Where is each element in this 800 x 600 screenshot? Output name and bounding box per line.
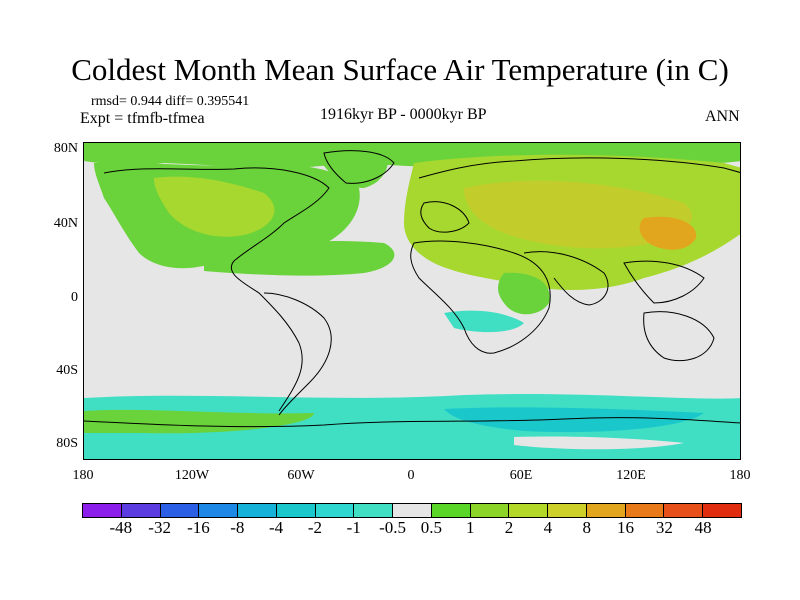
- colorbar-bin: [470, 504, 510, 517]
- colorbar-label: 4: [543, 518, 553, 537]
- colorbar-label: 1: [465, 518, 475, 537]
- colorbar-bin: [276, 504, 316, 517]
- colorbar-label: -0.5: [379, 518, 407, 537]
- colorbar-label: 0.5: [420, 518, 443, 537]
- stats-text: rmsd= 0.944 diff= 0.395541: [91, 94, 250, 109]
- colorbar-bin: [160, 504, 200, 517]
- period-label: 1916kyr BP - 0000kyr BP: [320, 106, 487, 123]
- colorbar-bin: [83, 504, 122, 517]
- lon-label: 180: [72, 468, 94, 483]
- experiment-label: Expt = tfmfb-tfmea: [80, 110, 205, 127]
- lat-label: 80N: [53, 141, 78, 156]
- lat-label: 40N: [53, 216, 78, 231]
- colorbar-bin: [586, 504, 626, 517]
- colorbar-label: -8: [230, 518, 245, 537]
- colorbar-bin: [703, 504, 742, 517]
- colorbar-label: -4: [269, 518, 284, 537]
- colorbar-bin: [199, 504, 239, 517]
- season-label: ANN: [705, 108, 740, 125]
- anomaly-region: [639, 216, 697, 250]
- anomaly-region: [498, 272, 550, 315]
- coastline: [84, 150, 740, 428]
- colorbar-bin: [238, 504, 277, 517]
- colorbar-label: -32: [148, 518, 171, 537]
- lat-label: 0: [71, 290, 78, 305]
- colorbar-label: 32: [655, 518, 673, 537]
- colorbar-bin: [509, 504, 549, 517]
- anomaly-region: [154, 176, 275, 237]
- anomaly-region: [444, 407, 704, 433]
- lon-label: 60W: [287, 468, 315, 483]
- colorbar-label: -48: [109, 518, 133, 537]
- anomaly-region: [464, 180, 693, 249]
- anomaly-region: [204, 241, 395, 276]
- anomaly-region: [314, 148, 388, 188]
- lon-label: 0: [407, 468, 415, 483]
- colorbar-bin: [548, 504, 587, 517]
- lon-label: 180: [729, 468, 751, 483]
- colorbar-bin: [315, 504, 355, 517]
- lon-label: 60E: [509, 468, 533, 483]
- lon-label: 120E: [616, 468, 646, 483]
- map-canvas: [84, 143, 740, 459]
- colorbar: [82, 503, 742, 518]
- colorbar-label: 2: [504, 518, 514, 537]
- anomaly-region: [444, 310, 524, 333]
- lon-label: 120W: [174, 468, 210, 483]
- lat-label: 40S: [56, 363, 78, 378]
- colorbar-bin: [121, 504, 161, 517]
- lat-label: 80S: [56, 436, 78, 451]
- colorbar-bin: [354, 504, 394, 517]
- colorbar-bin: [393, 504, 432, 517]
- colorbar-label: 8: [582, 518, 591, 537]
- colorbar-bin: [625, 504, 665, 517]
- anomaly-region: [84, 409, 314, 434]
- colorbar-bin: [664, 504, 704, 517]
- colorbar-label: -16: [187, 518, 210, 537]
- colorbar-label: 16: [617, 518, 635, 537]
- colorbar-label: -1: [346, 518, 361, 537]
- colorbar-label: 48: [694, 518, 712, 537]
- colorbar-label: -2: [307, 518, 323, 537]
- map-panel: [83, 142, 741, 460]
- map-title: Coldest Month Mean Surface Air Temperatu…: [71, 52, 729, 87]
- colorbar-bin: [431, 504, 471, 517]
- anomaly-region: [514, 436, 684, 450]
